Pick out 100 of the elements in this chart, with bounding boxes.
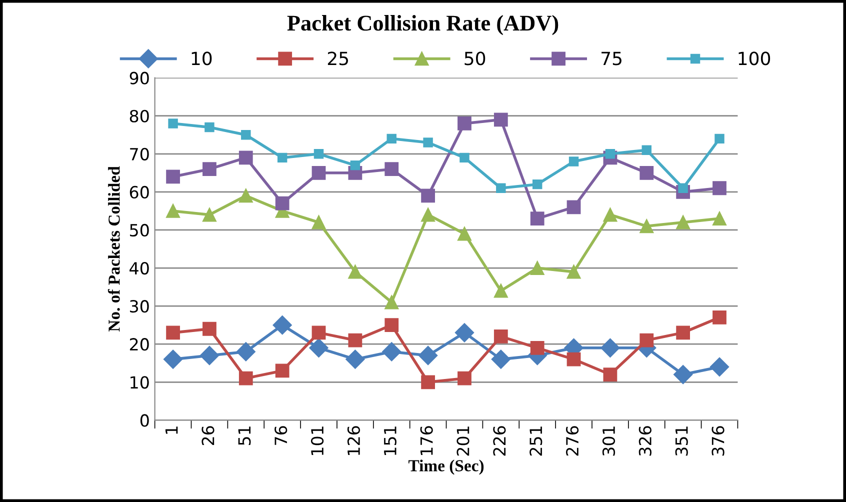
point: [566, 200, 581, 214]
x-tick-label: 251: [530, 426, 542, 456]
point: [277, 152, 288, 163]
point: [238, 188, 253, 203]
x-tick-label: 226: [493, 426, 506, 456]
point: [421, 188, 435, 203]
point: [676, 326, 690, 340]
point: [491, 350, 510, 369]
point: [312, 215, 326, 230]
x-axis-title: Time (Sec): [408, 460, 484, 475]
point: [712, 181, 726, 196]
y-tick-label: 60: [130, 186, 149, 198]
point: [166, 204, 180, 218]
point: [168, 118, 178, 128]
point: [714, 134, 724, 144]
point: [530, 340, 544, 355]
point: [421, 208, 435, 222]
point: [350, 160, 360, 170]
y-axis-title: No. of Packets Collided: [108, 166, 120, 332]
chart-title: Packet Collision Rate (ADV): [287, 15, 558, 36]
point: [494, 112, 508, 127]
point: [384, 295, 399, 310]
point: [603, 368, 618, 382]
y-tick-label: 30: [130, 300, 149, 313]
legend-label: 25: [328, 52, 348, 66]
point: [202, 162, 216, 176]
y-tick-label: 90: [130, 72, 149, 84]
point: [241, 130, 251, 140]
x-tick-label: 326: [638, 426, 652, 456]
point: [166, 170, 180, 184]
y-tick-label: 50: [130, 224, 149, 237]
point: [314, 149, 324, 159]
y-tick-label: 10: [130, 376, 149, 389]
point: [200, 346, 219, 366]
point: [640, 166, 654, 180]
point: [312, 326, 326, 340]
point: [640, 333, 654, 348]
point: [238, 150, 253, 165]
x-tick-label: 151: [384, 426, 396, 456]
y-tick-label: 20: [130, 338, 149, 351]
point: [272, 316, 292, 335]
x-tick-label: 351: [675, 426, 688, 456]
point: [532, 179, 542, 190]
x-tick-label: 276: [566, 426, 579, 456]
point: [348, 264, 362, 279]
point: [640, 219, 654, 234]
point: [346, 350, 365, 369]
point: [458, 116, 472, 130]
point: [275, 364, 290, 378]
legend-label: 10: [192, 52, 212, 66]
point: [494, 284, 508, 298]
point: [312, 166, 326, 180]
point: [676, 215, 690, 230]
x-tick-label: 101: [310, 426, 324, 456]
legend-label: 100: [738, 52, 770, 66]
point: [202, 322, 216, 336]
x-tick-label: 26: [202, 426, 214, 446]
point: [712, 310, 726, 324]
point: [348, 333, 362, 348]
point: [236, 342, 256, 362]
point: [275, 196, 290, 210]
point: [238, 371, 253, 386]
x-tick-label: 76: [274, 426, 288, 445]
point: [566, 352, 581, 366]
y-tick-label: 0: [140, 414, 149, 427]
point: [460, 152, 470, 163]
point: [423, 138, 433, 148]
point: [530, 261, 544, 275]
x-tick-label: 201: [456, 426, 470, 456]
x-tick-label: 1: [165, 426, 178, 434]
point: [421, 375, 435, 390]
point: [458, 371, 472, 386]
point: [494, 330, 508, 344]
point: [674, 364, 693, 384]
point: [384, 162, 399, 176]
point: [458, 226, 472, 241]
x-tick-label: 51: [238, 426, 251, 445]
point: [454, 323, 474, 342]
point: [642, 145, 652, 155]
point: [164, 350, 183, 369]
y-tick-label: 40: [130, 262, 149, 275]
x-tick-label: 376: [712, 426, 724, 456]
point: [600, 338, 620, 358]
x-tick-label: 126: [347, 426, 360, 456]
point: [568, 156, 579, 166]
y-tick-label: 70: [130, 148, 149, 160]
point: [166, 326, 180, 340]
legend-label: 50: [464, 52, 486, 66]
point: [496, 183, 506, 193]
point: [386, 134, 396, 144]
x-tick-label: 176: [420, 426, 433, 456]
x-tick-label: 301: [602, 426, 616, 456]
point: [712, 212, 726, 226]
point: [418, 346, 438, 366]
y-tick-label: 80: [130, 110, 149, 122]
point: [710, 357, 730, 376]
point: [204, 122, 214, 132]
point: [384, 318, 399, 332]
point: [382, 342, 402, 362]
point: [202, 208, 216, 222]
